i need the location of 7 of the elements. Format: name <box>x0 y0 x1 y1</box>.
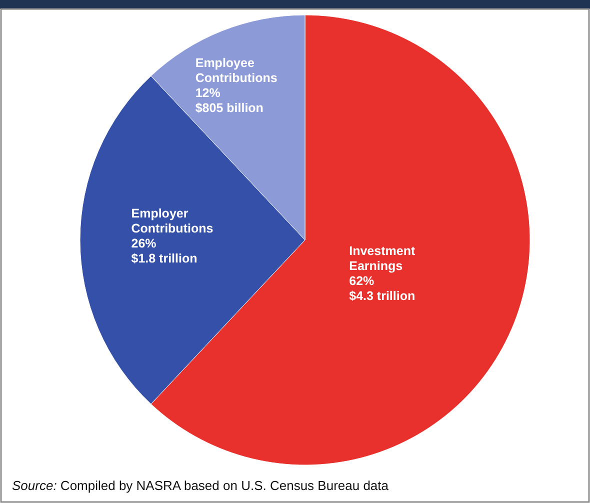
slice-label: Employer Contributions <box>131 206 214 236</box>
data-label: 26% $1.8 trillion <box>131 236 198 266</box>
data-label: 62% $4.3 trillion <box>349 274 416 303</box>
source-note: Source: Compiled by NASRA based on U.S. Census Bureau data <box>12 478 390 493</box>
data-label: 12% $805 billion <box>195 86 264 115</box>
slice-label: Investment Earnings <box>349 244 416 273</box>
slice-label: Employee Contributions <box>195 56 278 85</box>
